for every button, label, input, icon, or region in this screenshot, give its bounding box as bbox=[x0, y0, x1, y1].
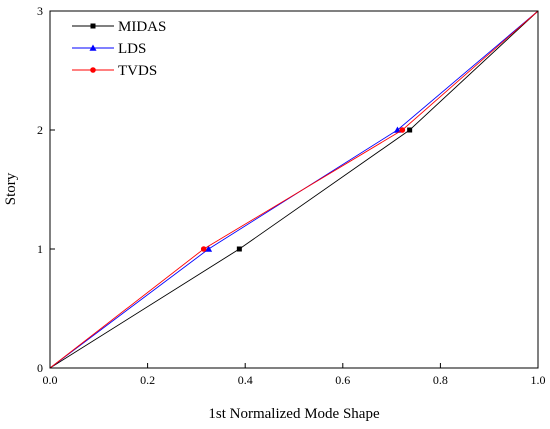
series-line-tvds bbox=[49, 10, 539, 369]
data-point-midas bbox=[236, 246, 242, 252]
legend-label-midas: MIDAS bbox=[118, 19, 166, 35]
legend-item-tvds: TVDS bbox=[72, 63, 157, 79]
y-axis-label: Story bbox=[3, 172, 19, 205]
data-point-lds bbox=[393, 126, 401, 133]
series-tvds bbox=[49, 10, 539, 369]
y-tick-label: 3 bbox=[37, 4, 43, 18]
data-point-lds bbox=[205, 245, 213, 252]
series-layer bbox=[49, 10, 539, 369]
data-point-tvds bbox=[399, 127, 406, 133]
y-tick-label: 1 bbox=[37, 242, 43, 256]
data-point-tvds bbox=[200, 246, 207, 252]
series-midas bbox=[49, 10, 539, 369]
legend-item-lds: LDS bbox=[72, 41, 146, 57]
legend-marker-lds bbox=[89, 44, 97, 51]
legend-marker-tvds bbox=[90, 67, 96, 73]
legend-label-tvds: TVDS bbox=[118, 63, 157, 79]
y-tick-label: 0 bbox=[37, 361, 43, 375]
x-tick-label: 0.4 bbox=[238, 373, 253, 387]
legend-label-lds: LDS bbox=[118, 41, 146, 57]
data-point-midas bbox=[407, 127, 413, 133]
series-line-midas bbox=[49, 10, 539, 369]
x-axis-label: 1st Normalized Mode Shape bbox=[208, 406, 380, 422]
x-tick-label: 1.0 bbox=[531, 373, 546, 387]
plot-frame bbox=[49, 10, 539, 369]
x-tick-label: 0.8 bbox=[433, 373, 448, 387]
legend: MIDAS LDS TVDS bbox=[72, 19, 166, 79]
x-tick-label: 0.0 bbox=[43, 373, 58, 387]
y-tick-label: 2 bbox=[37, 123, 43, 137]
legend-marker-midas bbox=[90, 23, 96, 29]
legend-item-midas: MIDAS bbox=[72, 19, 166, 35]
axis-ticks: 0.0 0.2 0.4 0.6 0.8 1.0 0 1 2 3 bbox=[37, 4, 546, 387]
x-tick-label: 0.6 bbox=[335, 373, 350, 387]
x-tick-label: 0.2 bbox=[140, 373, 155, 387]
